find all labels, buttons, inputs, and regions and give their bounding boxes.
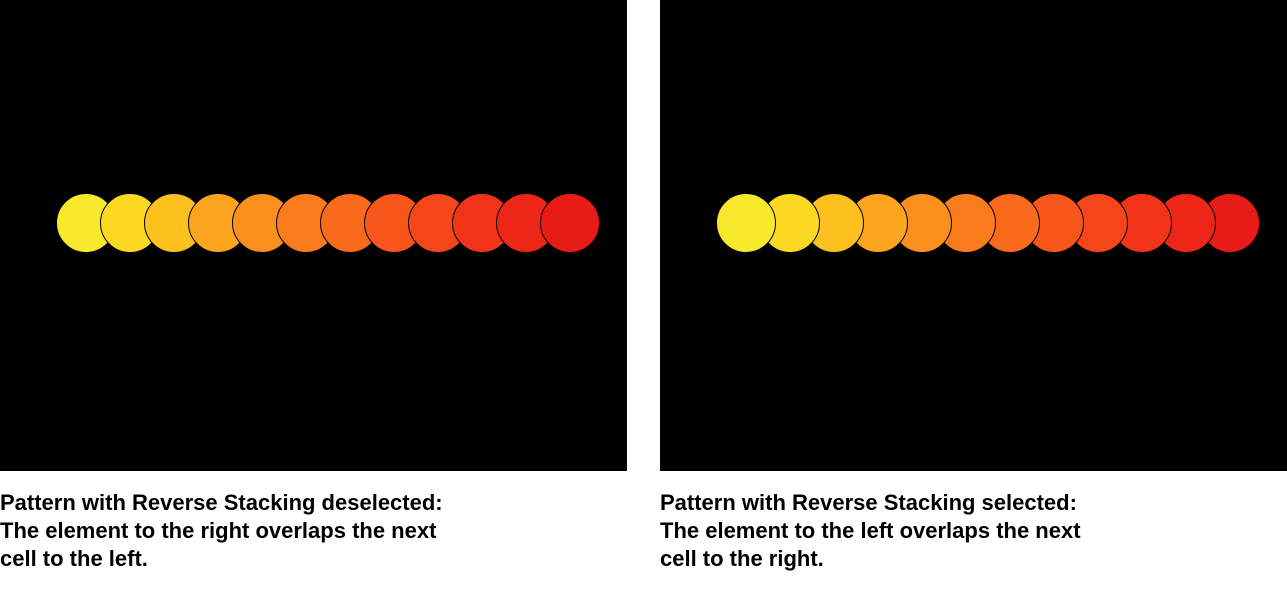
canvas-right — [660, 0, 1287, 471]
dot-row-left — [0, 0, 627, 471]
canvas-left — [0, 0, 627, 471]
figure-wrapper: Pattern with Reverse Stacking deselected… — [0, 0, 1287, 612]
panel-left: Pattern with Reverse Stacking deselected… — [0, 0, 627, 573]
dot — [716, 193, 776, 253]
caption-right: Pattern with Reverse Stacking selected: … — [660, 489, 1220, 573]
panels-row: Pattern with Reverse Stacking deselected… — [0, 0, 1287, 573]
dot-row-right — [660, 0, 1287, 471]
caption-left: Pattern with Reverse Stacking deselected… — [0, 489, 560, 573]
dot — [540, 193, 600, 253]
panel-right: Pattern with Reverse Stacking selected: … — [660, 0, 1287, 573]
